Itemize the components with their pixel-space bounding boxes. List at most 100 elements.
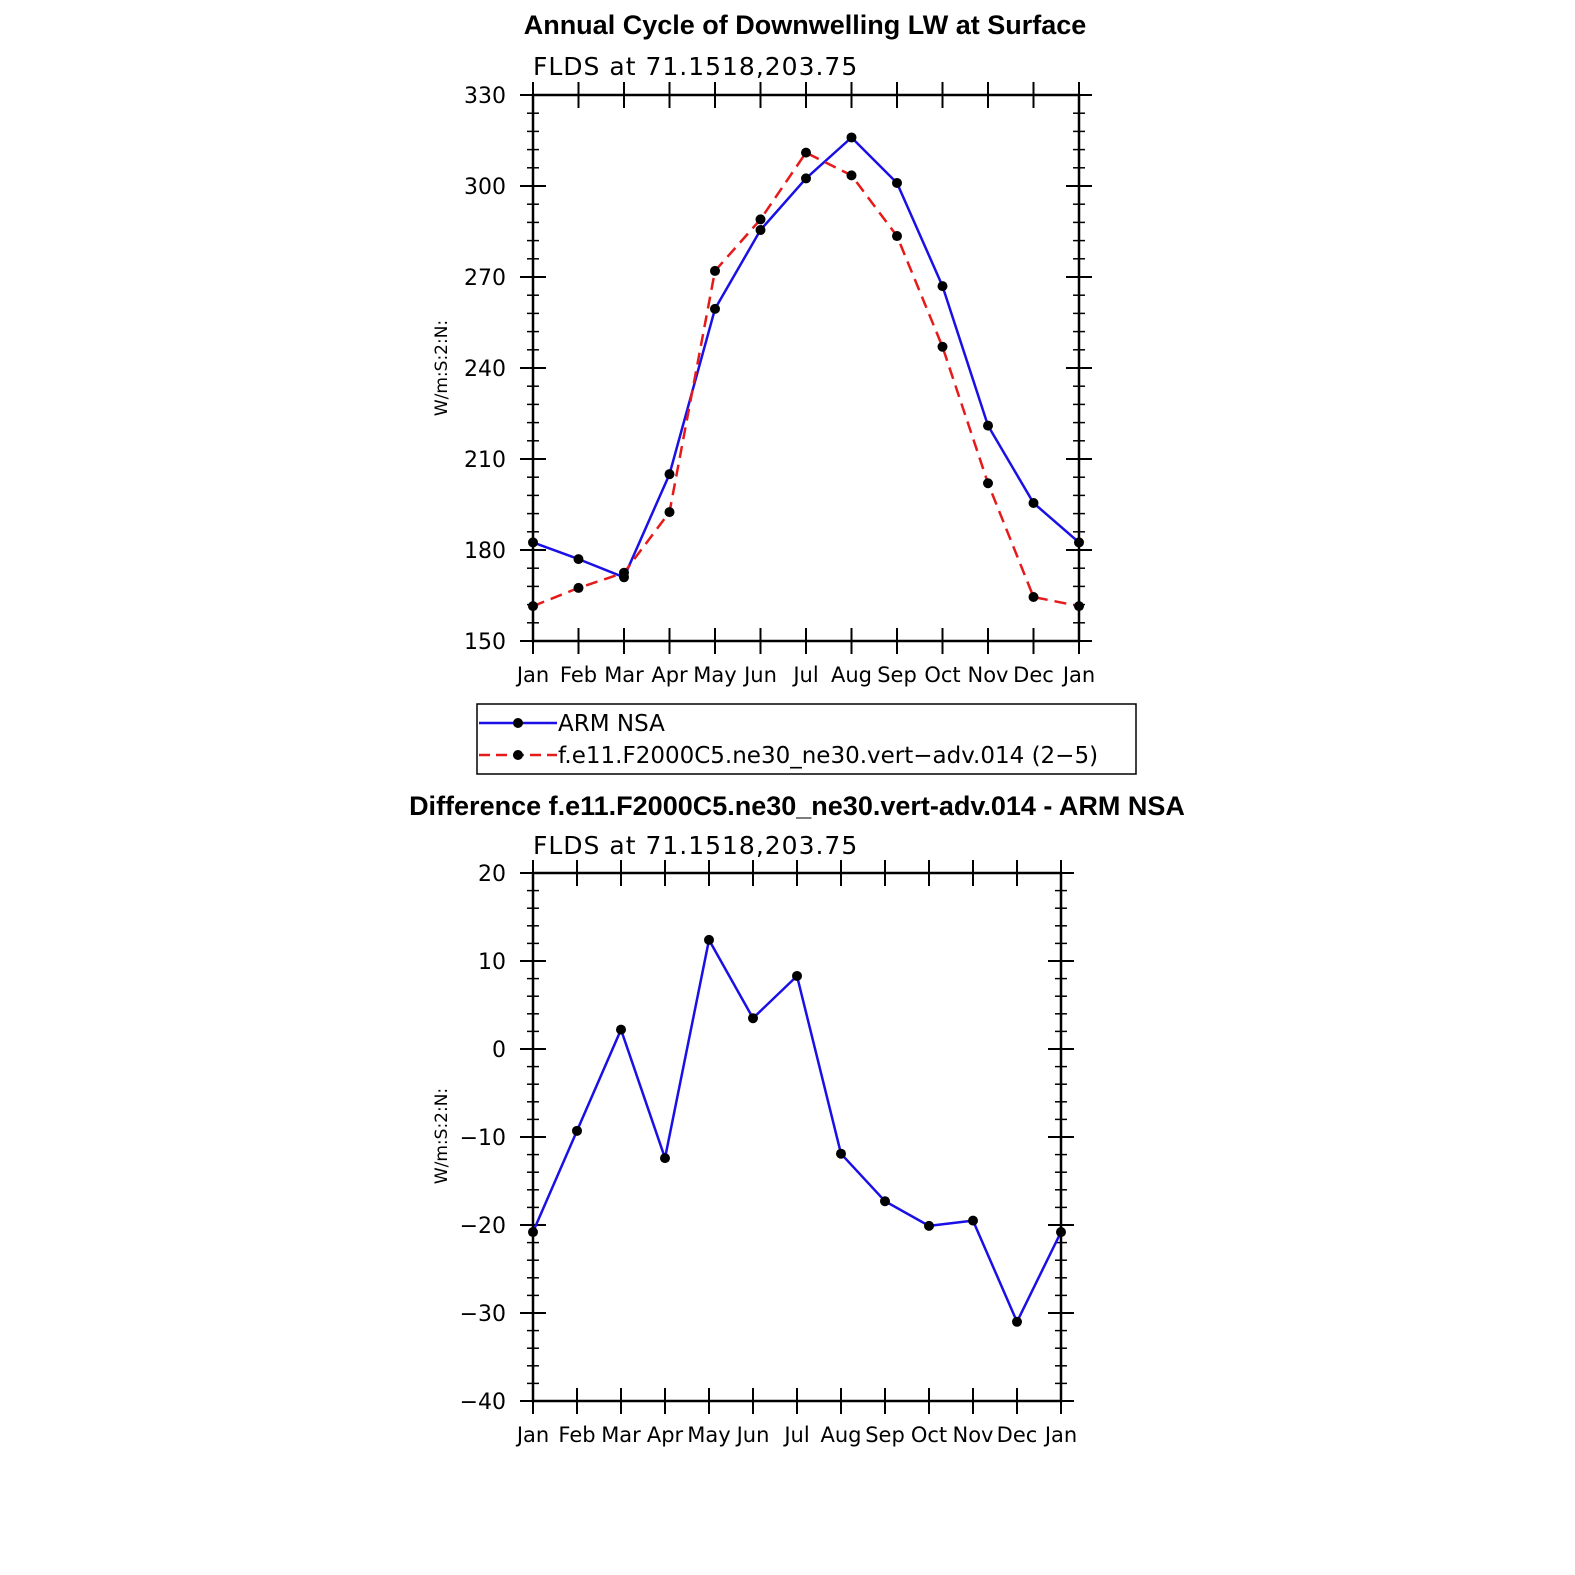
data-point — [1012, 1316, 1022, 1327]
x-tick-label: Nov — [953, 1423, 994, 1447]
y-tick-label: 150 — [464, 630, 506, 655]
data-point — [528, 601, 538, 612]
data-point — [983, 478, 993, 489]
y-tick-label: −30 — [460, 1302, 506, 1327]
y-tick-label: −10 — [460, 1126, 506, 1151]
chart-title: Annual Cycle of Downwelling LW at Surfac… — [524, 10, 1087, 40]
data-point — [1056, 1227, 1066, 1238]
x-tick-label: Nov — [968, 663, 1009, 687]
x-tick-label: May — [687, 1423, 730, 1447]
x-tick-label: Jun — [735, 1423, 770, 1447]
data-point — [1074, 601, 1084, 612]
data-point — [801, 147, 811, 158]
data-point — [664, 507, 675, 518]
data-point — [892, 231, 902, 242]
plot-area: −40 −30 −20 −10 0 10 20 Jan Feb Mar Apr May Jun Jul Au… — [460, 860, 1077, 1447]
data-point — [1028, 497, 1039, 508]
data-point — [880, 1196, 890, 1207]
chart-subtitle: FLDS at 71.1518,203.75 — [533, 52, 858, 81]
y-tick-label: −40 — [460, 1390, 506, 1415]
series-line-0 — [531, 938, 1063, 1324]
data-point — [937, 281, 948, 292]
x-tick-label: Sep — [865, 1423, 905, 1447]
data-point — [801, 173, 811, 184]
data-point — [846, 170, 857, 181]
x-tick-label: Mar — [601, 1423, 641, 1447]
data-point — [528, 1227, 538, 1238]
y-tick-label: 240 — [464, 357, 506, 382]
data-point — [710, 303, 720, 314]
y-tick-label: 180 — [464, 539, 506, 564]
data-point — [710, 265, 720, 276]
data-point — [983, 420, 993, 431]
annual-cycle-chart: Annual Cycle of Downwelling LW at Surfac… — [432, 10, 1137, 775]
difference-chart: Difference f.e11.F2000C5.ne30_ne30.vert-… — [409, 791, 1185, 1447]
x-tick-label: Apr — [647, 1423, 684, 1447]
x-tick-label: Jan — [1043, 1423, 1077, 1447]
x-tick-label: Dec — [1013, 663, 1054, 687]
legend-marker — [513, 718, 523, 728]
x-tick-label: Aug — [831, 663, 872, 687]
data-point — [846, 132, 857, 143]
data-point — [937, 341, 948, 352]
legend-label: ARM NSA — [558, 711, 665, 737]
x-tick-label: Jan — [1061, 663, 1095, 687]
data-point — [755, 214, 766, 225]
data-point — [573, 554, 584, 565]
x-tick-label: Feb — [558, 1423, 595, 1447]
x-tick-label: Oct — [911, 1423, 947, 1447]
chart-subtitle: FLDS at 71.1518,203.75 — [533, 831, 858, 860]
x-tick-label: May — [693, 663, 736, 687]
y-axis-label: W/m:S:2:N: — [432, 1088, 452, 1184]
legend-entry: ARM NSA — [479, 711, 665, 737]
y-tick-label: 330 — [464, 84, 506, 109]
plot-frame — [531, 871, 1063, 1403]
x-tick-label: Feb — [560, 663, 597, 687]
data-point — [924, 1220, 934, 1231]
legend-marker — [513, 750, 523, 760]
legend-box — [476, 703, 1137, 775]
data-point — [968, 1215, 978, 1226]
x-tick-label: Sep — [877, 663, 917, 687]
data-point — [704, 934, 714, 945]
chart-title: Difference f.e11.F2000C5.ne30_ne30.vert-… — [409, 791, 1185, 821]
legend: ARM NSA f.e11.F2000C5.ne30_ne30.vert−adv… — [476, 703, 1137, 775]
plot-area: 150 180 210 240 270 300 330 Jan Feb Mar Apr May Jun J… — [464, 82, 1095, 687]
x-tick-label: Jul — [782, 1423, 809, 1447]
data-point — [792, 970, 802, 981]
y-tick-label: 0 — [492, 1038, 506, 1063]
data-point — [892, 177, 902, 188]
y-axis-label: W/m:S:2:N: — [432, 320, 452, 416]
x-tick-label: Dec — [997, 1423, 1038, 1447]
data-point — [1028, 592, 1039, 603]
data-point — [619, 567, 629, 578]
legend-label: f.e11.F2000C5.ne30_ne30.vert−adv.014 (2−… — [558, 743, 1098, 769]
data-point — [572, 1125, 582, 1136]
data-point — [528, 537, 538, 548]
series-line-0 — [532, 136, 1080, 579]
data-point — [748, 1013, 758, 1024]
y-tick-label: 270 — [464, 266, 506, 291]
y-tick-label: 10 — [478, 950, 506, 975]
x-tick-label: Jul — [791, 663, 818, 687]
series-line-1 — [532, 151, 1080, 608]
x-tick-label: Mar — [604, 663, 644, 687]
y-tick-label: 210 — [464, 448, 506, 473]
x-tick-label: Oct — [924, 663, 960, 687]
x-tick-label: Apr — [651, 663, 688, 687]
x-tick-label: Jan — [515, 663, 549, 687]
data-point — [836, 1148, 846, 1159]
y-tick-label: 20 — [478, 862, 506, 887]
x-tick-label: Aug — [820, 1423, 861, 1447]
x-tick-label: Jan — [515, 1423, 549, 1447]
x-tick-label: Jun — [742, 663, 777, 687]
y-tick-label: 300 — [464, 175, 506, 200]
data-point — [664, 469, 675, 480]
data-point — [616, 1024, 626, 1035]
data-point — [1074, 537, 1084, 548]
data-point — [660, 1153, 670, 1164]
data-point — [755, 224, 766, 235]
data-point — [573, 582, 584, 593]
legend-entry: f.e11.F2000C5.ne30_ne30.vert−adv.014 (2−… — [479, 743, 1098, 769]
